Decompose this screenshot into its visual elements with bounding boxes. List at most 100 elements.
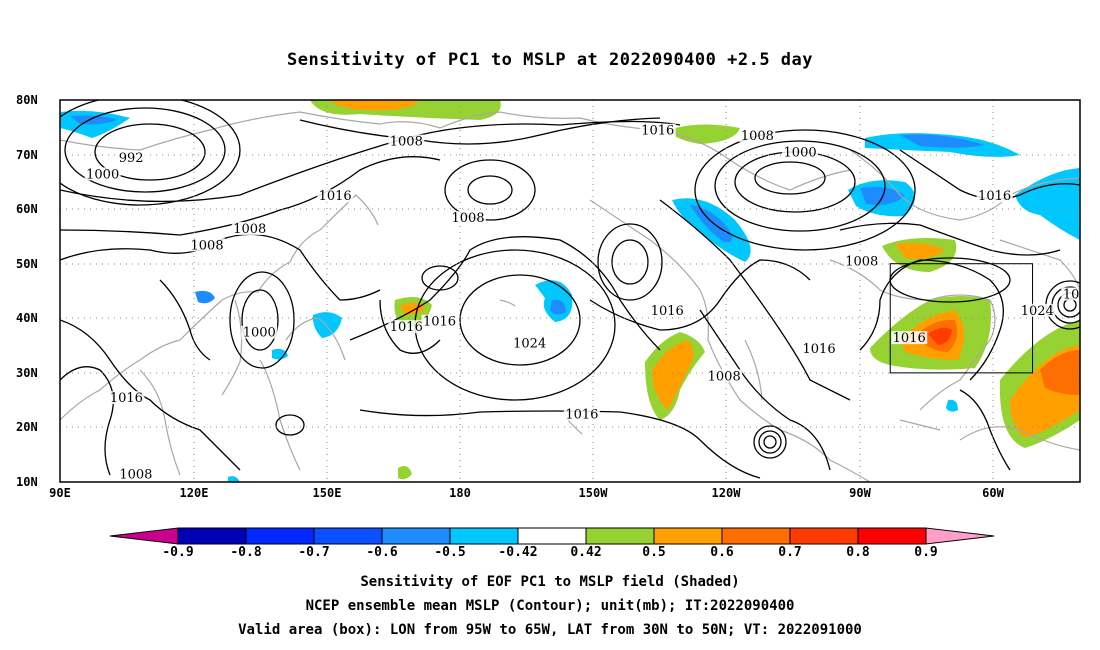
colorbar-tick-label: -0.9 bbox=[162, 545, 194, 560]
lon-tick-label: 90W bbox=[849, 486, 871, 500]
colorbar-swatch bbox=[721, 527, 791, 545]
contour-label-bg bbox=[421, 314, 458, 328]
pos-patch bbox=[1040, 350, 1080, 395]
contour-label-bg bbox=[782, 145, 819, 159]
contour-label: 1016 bbox=[803, 342, 836, 357]
contour-label: 1016 bbox=[319, 189, 352, 204]
colorbar-swatch bbox=[517, 527, 587, 545]
contour-label-bg bbox=[84, 167, 121, 181]
contour-label-bg bbox=[706, 369, 743, 383]
colorbar-swatch bbox=[653, 527, 723, 545]
contour-label-bg bbox=[1019, 303, 1056, 317]
contour-label-bg bbox=[189, 238, 226, 252]
contour-label: 1000 bbox=[243, 326, 276, 341]
contour-label: 1008 bbox=[741, 129, 774, 144]
lon-tick-label: 60W bbox=[982, 486, 1004, 500]
contour-label: 1016 bbox=[390, 320, 423, 335]
contour-label-bg bbox=[231, 221, 268, 235]
contour-label-bg bbox=[801, 342, 838, 356]
colorbar-low-arrow bbox=[109, 527, 179, 545]
neg-patch bbox=[900, 134, 985, 148]
colorbar-swatch bbox=[789, 527, 859, 545]
contour-label: 1008 bbox=[708, 369, 741, 384]
colorbar-tick-label: 0.5 bbox=[642, 545, 666, 560]
contour-label-bg bbox=[739, 129, 776, 143]
contour-label-bg bbox=[511, 336, 548, 350]
neg-patch bbox=[550, 299, 566, 315]
colorbar-tick-label: 0.42 bbox=[570, 545, 602, 560]
contour-label: 101 bbox=[1063, 287, 1088, 302]
lat-tick-label: 80N bbox=[16, 93, 38, 107]
contour-label-bg bbox=[891, 331, 928, 345]
colorbar-swatch bbox=[313, 527, 383, 545]
lat-tick-label: 10N bbox=[16, 475, 38, 489]
pos-patch bbox=[330, 100, 420, 111]
pos-patch bbox=[668, 124, 740, 144]
contour-label: 1016 bbox=[641, 124, 674, 139]
colorbar-swatch bbox=[857, 527, 927, 545]
lon-tick-label: 180 bbox=[449, 486, 471, 500]
contour-label: 1024 bbox=[1021, 304, 1054, 319]
neg-patch bbox=[272, 348, 288, 360]
pos-patch bbox=[928, 327, 952, 345]
map-frame bbox=[59, 99, 1081, 483]
neg-patch bbox=[690, 205, 733, 243]
contour-label: 1016 bbox=[651, 304, 684, 319]
caption-line-1: Sensitivity of EOF PC1 to MSLP field (Sh… bbox=[360, 574, 740, 590]
contour-label: 1016 bbox=[423, 315, 456, 330]
lon-tick-label: 120E bbox=[179, 486, 209, 500]
contour-label: 1000 bbox=[784, 146, 817, 161]
contour-label-bg bbox=[117, 151, 146, 165]
contour-label-bg bbox=[843, 254, 880, 268]
lon-tick-label: 150W bbox=[578, 486, 608, 500]
valid-area-box bbox=[889, 263, 1034, 374]
neg-patch bbox=[946, 399, 958, 412]
map-title: Sensitivity of PC1 to MSLP at 2022090400… bbox=[286, 50, 813, 70]
lon-tick-label: 150E bbox=[312, 486, 342, 500]
contour-label-bg bbox=[317, 189, 354, 203]
lat-tick-label: 70N bbox=[16, 148, 38, 162]
contour-label: 1016 bbox=[565, 408, 598, 423]
contour-label: 992 bbox=[119, 151, 144, 166]
contour-label-bg bbox=[649, 303, 686, 317]
lat-tick-label: 20N bbox=[16, 420, 38, 434]
caption-line-2: NCEP ensemble mean MSLP (Contour); unit(… bbox=[305, 598, 795, 614]
colorbar-swatch bbox=[381, 527, 451, 545]
contour-label: 1008 bbox=[233, 222, 266, 237]
colorbar-swatch bbox=[245, 527, 315, 545]
colorbar-tick-label: -0.42 bbox=[498, 545, 538, 560]
contour-label-bg bbox=[639, 123, 676, 137]
colorbar-swatch bbox=[449, 527, 519, 545]
contour-label-bg bbox=[1061, 287, 1080, 301]
contour-label: 1008 bbox=[451, 211, 484, 226]
lon-tick-label: 90E bbox=[49, 486, 71, 500]
colorbar-high-arrow bbox=[925, 527, 995, 545]
colorbar-swatch bbox=[585, 527, 655, 545]
grid-lines bbox=[60, 100, 1080, 482]
pos-patch bbox=[895, 242, 945, 259]
contour-label: 1008 bbox=[119, 468, 152, 483]
contour-label: 1016 bbox=[110, 391, 143, 406]
contour-label: 1008 bbox=[390, 135, 423, 150]
colorbar-tick-label: 0.9 bbox=[914, 545, 938, 560]
colorbar-swatch bbox=[177, 527, 247, 545]
pos-patch bbox=[228, 476, 240, 482]
contour-label: 1008 bbox=[845, 255, 878, 270]
colorbar-tick-label: -0.8 bbox=[230, 545, 262, 560]
pos-patch bbox=[398, 466, 412, 480]
colorbar-tick-label: 0.7 bbox=[778, 545, 802, 560]
lon-tick-label: 120W bbox=[711, 486, 741, 500]
lat-tick-label: 30N bbox=[16, 366, 38, 380]
lat-tick-label: 50N bbox=[16, 257, 38, 271]
colorbar-tick-label: -0.7 bbox=[298, 545, 330, 560]
lat-tick-label: 40N bbox=[16, 311, 38, 325]
contour-label-bg bbox=[388, 134, 425, 148]
contour-label-bg bbox=[241, 325, 278, 339]
contour-label-bg bbox=[108, 391, 145, 405]
colorbar-tick-label: -0.6 bbox=[366, 545, 398, 560]
colorbar-tick-label: 0.6 bbox=[710, 545, 734, 560]
contour-label: 1024 bbox=[513, 337, 546, 352]
neg-patch bbox=[195, 290, 215, 304]
contour-label-bg bbox=[976, 189, 1013, 203]
